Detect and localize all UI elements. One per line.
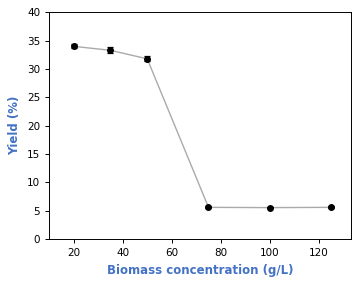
Y-axis label: Yield (%): Yield (%) — [8, 96, 21, 155]
X-axis label: Biomass concentration (g/L): Biomass concentration (g/L) — [107, 264, 293, 277]
